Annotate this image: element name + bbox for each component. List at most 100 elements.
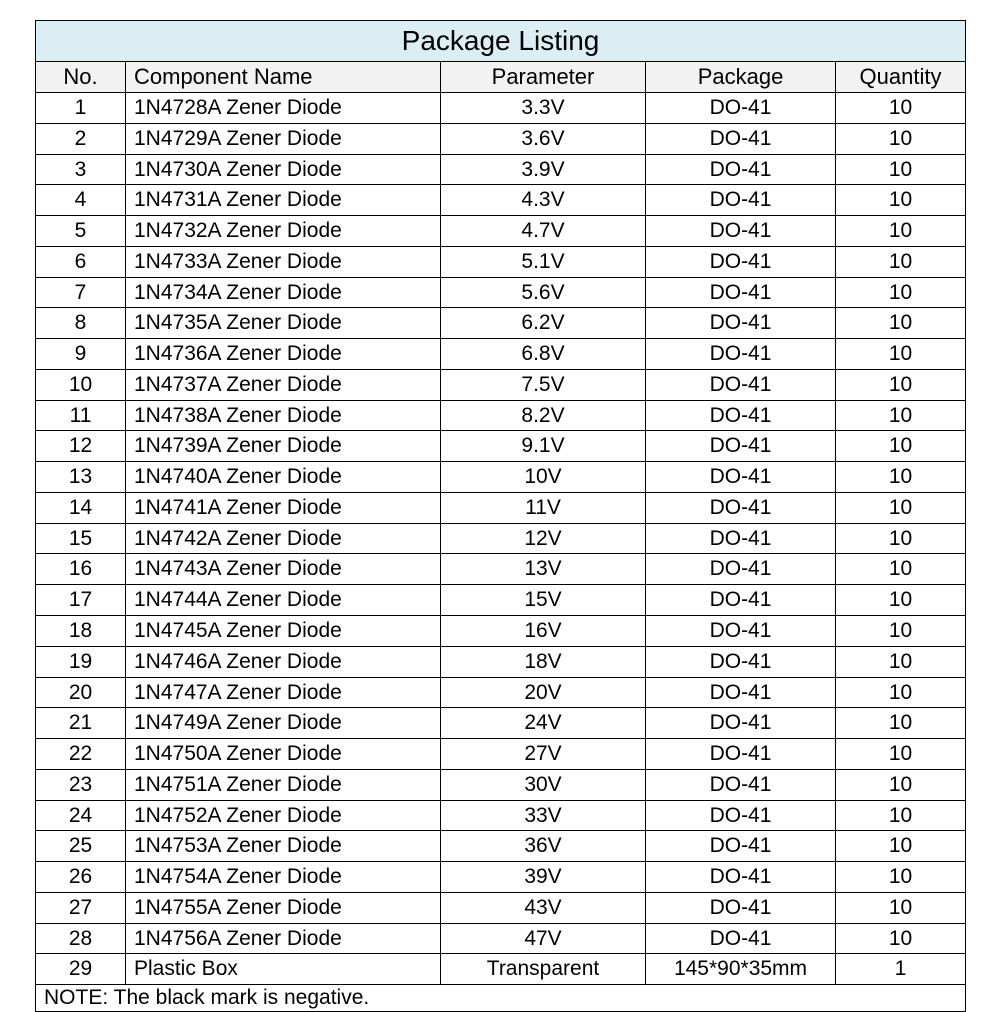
table-cell: DO-41 — [646, 400, 836, 431]
table-cell: 10 — [836, 308, 966, 339]
table-cell: 1N4740A Zener Diode — [126, 462, 441, 493]
table-row: 111N4738A Zener Diode8.2VDO-4110 — [36, 400, 966, 431]
table-cell: 1N4746A Zener Diode — [126, 646, 441, 677]
table-cell: 10 — [836, 862, 966, 893]
table-cell: 10 — [836, 831, 966, 862]
table-cell: 7.5V — [441, 369, 646, 400]
table-cell: 1N4736A Zener Diode — [126, 339, 441, 370]
table-cell: DO-41 — [646, 93, 836, 124]
table-cell: 3 — [36, 154, 126, 185]
table-cell: 10 — [836, 277, 966, 308]
table-cell: 1N4734A Zener Diode — [126, 277, 441, 308]
table-cell: 16V — [441, 616, 646, 647]
table-cell: 11 — [36, 400, 126, 431]
table-row: 171N4744A Zener Diode15VDO-4110 — [36, 585, 966, 616]
table-cell: 9 — [36, 339, 126, 370]
table-cell: 43V — [441, 892, 646, 923]
col-header-name: Component Name — [126, 62, 441, 93]
table-row: 31N4730A Zener Diode3.9VDO-4110 — [36, 154, 966, 185]
table-cell: 27 — [36, 892, 126, 923]
table-cell: Transparent — [441, 954, 646, 985]
table-row: 21N4729A Zener Diode3.6VDO-4110 — [36, 123, 966, 154]
table-cell: 18V — [441, 646, 646, 677]
table-cell: 39V — [441, 862, 646, 893]
table-cell: 12 — [36, 431, 126, 462]
table-cell: DO-41 — [646, 800, 836, 831]
table-cell: 7 — [36, 277, 126, 308]
col-header-no: No. — [36, 62, 126, 93]
table-cell: 10 — [836, 123, 966, 154]
table-cell: 6 — [36, 246, 126, 277]
table-cell: DO-41 — [646, 523, 836, 554]
table-cell: 1N4753A Zener Diode — [126, 831, 441, 862]
table-cell: DO-41 — [646, 431, 836, 462]
table-cell: 1N4732A Zener Diode — [126, 216, 441, 247]
table-cell: 1N4728A Zener Diode — [126, 93, 441, 124]
table-cell: 13 — [36, 462, 126, 493]
table-cell: 1N4741A Zener Diode — [126, 492, 441, 523]
table-cell: DO-41 — [646, 246, 836, 277]
col-header-parameter: Parameter — [441, 62, 646, 93]
table-cell: DO-41 — [646, 585, 836, 616]
table-cell: 13V — [441, 554, 646, 585]
table-cell: 28 — [36, 923, 126, 954]
table-cell: 1N4752A Zener Diode — [126, 800, 441, 831]
table-cell: 10 — [836, 431, 966, 462]
table-row: 281N4756A Zener Diode47VDO-4110 — [36, 923, 966, 954]
table-row: 141N4741A Zener Diode11VDO-4110 — [36, 492, 966, 523]
table-cell: 1N4745A Zener Diode — [126, 616, 441, 647]
table-cell: 10 — [836, 339, 966, 370]
table-cell: 10 — [836, 708, 966, 739]
table-cell: 10 — [836, 554, 966, 585]
table-cell: 3.6V — [441, 123, 646, 154]
table-cell: 8.2V — [441, 400, 646, 431]
table-cell: 10 — [836, 892, 966, 923]
table-cell: 10 — [836, 769, 966, 800]
table-cell: 17 — [36, 585, 126, 616]
table-cell: 10 — [836, 154, 966, 185]
table-cell: 1N4747A Zener Diode — [126, 677, 441, 708]
table-cell: 10 — [836, 523, 966, 554]
table-cell: DO-41 — [646, 492, 836, 523]
table-cell: DO-41 — [646, 369, 836, 400]
table-row: 101N4737A Zener Diode7.5VDO-4110 — [36, 369, 966, 400]
table-cell: 6.8V — [441, 339, 646, 370]
table-cell: 1N4751A Zener Diode — [126, 769, 441, 800]
table-row: 251N4753A Zener Diode36VDO-4110 — [36, 831, 966, 862]
table-cell: 1N4738A Zener Diode — [126, 400, 441, 431]
table-cell: 145*90*35mm — [646, 954, 836, 985]
table-row: 41N4731A Zener Diode4.3VDO-4110 — [36, 185, 966, 216]
table-cell: 1N4743A Zener Diode — [126, 554, 441, 585]
table-cell: 1N4735A Zener Diode — [126, 308, 441, 339]
table-row: 241N4752A Zener Diode33VDO-4110 — [36, 800, 966, 831]
table-cell: 1N4744A Zener Diode — [126, 585, 441, 616]
table-row: 191N4746A Zener Diode18VDO-4110 — [36, 646, 966, 677]
table-cell: 21 — [36, 708, 126, 739]
table-cell: DO-41 — [646, 708, 836, 739]
table-cell: 10 — [836, 677, 966, 708]
table-cell: 1N4733A Zener Diode — [126, 246, 441, 277]
table-row: 161N4743A Zener Diode13VDO-4110 — [36, 554, 966, 585]
table-cell: 10 — [836, 616, 966, 647]
table-cell: DO-41 — [646, 123, 836, 154]
table-cell: DO-41 — [646, 862, 836, 893]
table-cell: 10 — [836, 185, 966, 216]
table-cell: 1N4730A Zener Diode — [126, 154, 441, 185]
table-cell: 10 — [836, 93, 966, 124]
table-cell: 10 — [836, 400, 966, 431]
table-cell: DO-41 — [646, 154, 836, 185]
table-cell: 20V — [441, 677, 646, 708]
table-cell: 29 — [36, 954, 126, 985]
table-row: 121N4739A Zener Diode9.1VDO-4110 — [36, 431, 966, 462]
table-cell: 1N4749A Zener Diode — [126, 708, 441, 739]
table-cell: DO-41 — [646, 339, 836, 370]
table-cell: 14 — [36, 492, 126, 523]
table-cell: DO-41 — [646, 831, 836, 862]
table-cell: 1N4729A Zener Diode — [126, 123, 441, 154]
package-listing-table: Package Listing No. Component Name Param… — [35, 20, 966, 1012]
table-cell: 10 — [836, 585, 966, 616]
table-cell: 47V — [441, 923, 646, 954]
table-row: 71N4734A Zener Diode5.6VDO-4110 — [36, 277, 966, 308]
table-cell: DO-41 — [646, 216, 836, 247]
table-cell: 6.2V — [441, 308, 646, 339]
